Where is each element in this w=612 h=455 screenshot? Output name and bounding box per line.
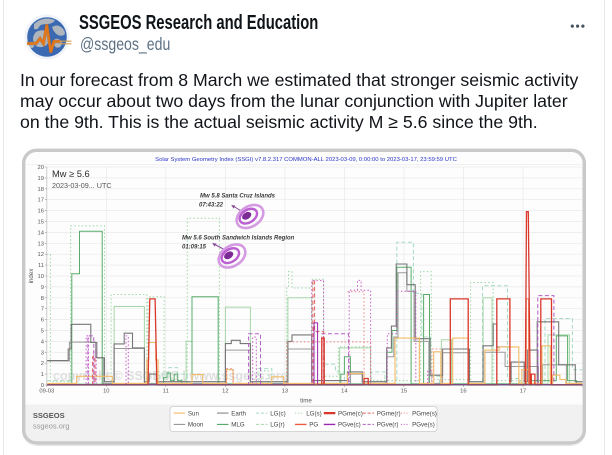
svg-text:11: 11	[163, 389, 169, 395]
svg-text:12: 12	[38, 252, 44, 258]
svg-text:13: 13	[282, 389, 288, 395]
svg-text:10: 10	[103, 389, 109, 395]
svg-text:7: 7	[41, 307, 44, 313]
svg-text:5: 5	[41, 329, 44, 335]
svg-text:20: 20	[38, 165, 44, 171]
svg-text:SSGEOS: SSGEOS	[33, 411, 65, 420]
svg-text:8: 8	[41, 296, 44, 302]
svg-text:16: 16	[460, 389, 466, 395]
svg-text:10: 10	[38, 274, 44, 280]
svg-text:PG: PG	[309, 422, 318, 429]
svg-text:LG(r): LG(r)	[270, 422, 284, 429]
svg-text:PGme(s): PGme(s)	[412, 410, 437, 417]
svg-text:11: 11	[38, 263, 44, 269]
svg-text:1: 1	[41, 372, 44, 378]
svg-text:Mw 5.8 Santa Cruz Islands: Mw 5.8 Santa Cruz Islands	[200, 194, 276, 200]
svg-text:Mw ≥ 5.6: Mw ≥ 5.6	[52, 169, 90, 179]
svg-text:17: 17	[38, 198, 44, 204]
svg-text:ssgeos.org: ssgeos.org	[33, 422, 70, 431]
svg-text:13: 13	[38, 241, 44, 247]
svg-text:MLG: MLG	[231, 422, 245, 429]
svg-text:3: 3	[41, 350, 44, 356]
svg-text:time: time	[300, 398, 312, 405]
svg-text:Solar System Geometry Index (S: Solar System Geometry Index (SSGI) v7.8.…	[155, 157, 457, 163]
svg-text:LG(c): LG(c)	[270, 410, 285, 417]
svg-text:0: 0	[41, 383, 44, 389]
svg-text:07:43:22: 07:43:22	[199, 203, 224, 209]
svg-text:Earth: Earth	[231, 410, 246, 417]
svg-text:19: 19	[38, 176, 44, 182]
svg-text:16: 16	[38, 209, 44, 215]
svg-text:Moon: Moon	[188, 422, 204, 429]
svg-text:Sun: Sun	[188, 410, 200, 417]
svg-text:PGve(s): PGve(s)	[412, 422, 435, 429]
svg-text:14: 14	[341, 389, 348, 395]
svg-text:14: 14	[38, 230, 45, 236]
svg-text:12: 12	[222, 389, 228, 395]
svg-text:2023-03-09... UTC: 2023-03-09... UTC	[52, 181, 112, 190]
svg-text:15: 15	[401, 389, 407, 395]
svg-text:17: 17	[520, 389, 526, 395]
svg-text:01:09:15: 01:09:15	[182, 245, 207, 251]
svg-text:09-03: 09-03	[39, 389, 54, 395]
svg-text:2: 2	[41, 361, 44, 367]
svg-text:18: 18	[38, 187, 44, 193]
svg-text:index: index	[28, 268, 35, 284]
svg-text:6: 6	[41, 318, 44, 324]
svg-text:15: 15	[38, 220, 44, 226]
svg-text:Mw 5.6 South Sandwich Islands: Mw 5.6 South Sandwich Islands Region	[182, 236, 295, 242]
svg-text:PGve(c): PGve(c)	[338, 422, 361, 429]
svg-text:LG(s): LG(s)	[306, 410, 321, 417]
svg-text:4: 4	[41, 339, 45, 345]
svg-text:9: 9	[41, 285, 44, 291]
svg-text:PGme(r): PGme(r)	[377, 410, 401, 417]
svg-text:PGve(r): PGve(r)	[377, 422, 399, 429]
svg-text:PGme(c): PGme(c)	[338, 410, 363, 417]
